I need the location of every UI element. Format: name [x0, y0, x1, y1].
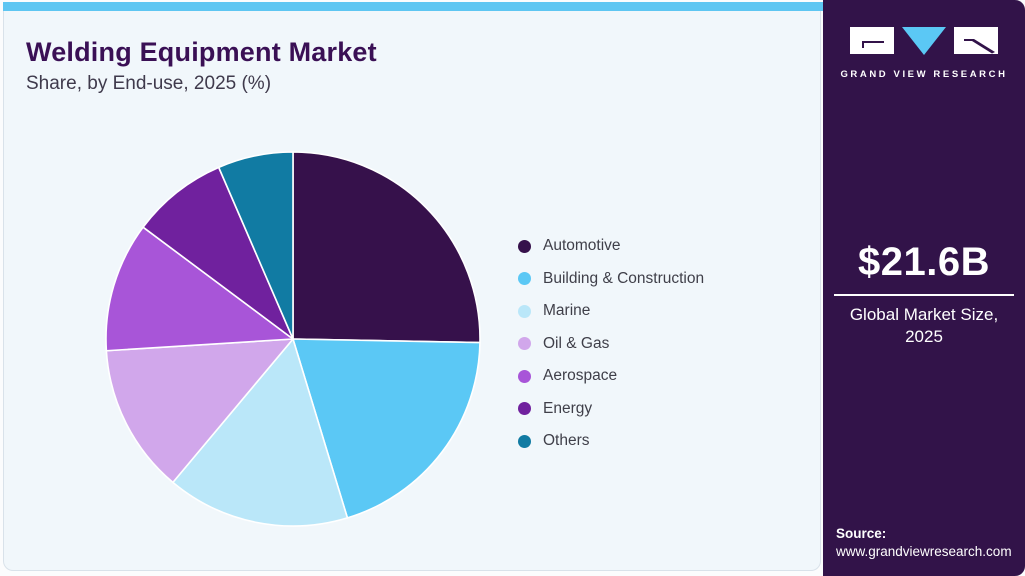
market-size-value: $21.6B — [858, 240, 990, 284]
page-subtitle: Share, by End-use, 2025 (%) — [26, 73, 272, 95]
pie-slice-energy — [142, 166, 294, 340]
brand-sidebar: GRAND VIEW RESEARCH $21.6B Global Market… — [823, 0, 1025, 576]
source-block: Source: www.grandviewresearch.com — [836, 526, 1012, 559]
source-url[interactable]: www.grandviewresearch.com — [836, 544, 1012, 559]
legend-item-marine: Marine — [518, 295, 704, 328]
accent-top-bar — [3, 2, 823, 11]
chart-card: Welding Equipment Market Share, by End-u… — [3, 11, 821, 571]
pie-slice-marine — [172, 338, 349, 527]
legend-label: Others — [543, 432, 590, 450]
chart-legend: Automotive Building & Construction Marine O… — [518, 230, 704, 458]
legend-label: Aerospace — [543, 367, 618, 385]
legend-item-energy: Energy — [518, 393, 704, 426]
legend-dot-icon — [518, 239, 531, 253]
logo-g-block — [850, 27, 894, 54]
legend-label: Marine — [543, 302, 591, 320]
pie-slice-others — [217, 151, 294, 340]
legend-label: Oil & Gas — [543, 334, 610, 352]
legend-item-automotive: Automotive — [518, 230, 704, 263]
page-title: Welding Equipment Market — [26, 37, 377, 67]
brand-name: GRAND VIEW RESEARCH — [840, 69, 1008, 80]
legend-item-aerospace: Aerospace — [518, 360, 704, 393]
pie-slice-oil-gas — [105, 338, 294, 484]
legend-item-building-construction: Building & Construction — [518, 263, 704, 296]
logo-g-glyph — [862, 41, 884, 48]
market-size-block: $21.6B Global Market Size, 2025 — [834, 240, 1014, 348]
legend-item-oil-gas: Oil & Gas — [518, 328, 704, 361]
legend-dot-icon — [518, 304, 531, 318]
logo-r-glyph — [964, 39, 995, 54]
pie-slice-aerospace — [105, 226, 294, 352]
market-size-divider — [834, 294, 1014, 296]
pie-chart-svg — [105, 151, 481, 527]
legend-item-others: Others — [518, 425, 704, 458]
legend-label: Energy — [543, 399, 593, 417]
title-block: Welding Equipment Market Share, by End-u… — [26, 37, 377, 95]
legend-dot-icon — [518, 337, 531, 351]
pie-slice-automotive — [292, 151, 481, 344]
gvr-logo-mark — [850, 27, 998, 55]
legend-dot-icon — [518, 272, 531, 286]
legend-label: Building & Construction — [543, 269, 705, 287]
pie-chart — [103, 149, 483, 529]
pie-slice-building-construction — [292, 338, 481, 519]
market-size-caption: Global Market Size, 2025 — [849, 305, 999, 347]
legend-label: Automotive — [543, 237, 621, 255]
source-label: Source: — [836, 526, 887, 541]
legend-dot-icon — [518, 402, 531, 416]
legend-dot-icon — [518, 369, 531, 383]
logo-v-triangle — [902, 27, 946, 55]
legend-dot-icon — [518, 434, 531, 448]
gvr-logo: GRAND VIEW RESEARCH — [823, 24, 1025, 80]
